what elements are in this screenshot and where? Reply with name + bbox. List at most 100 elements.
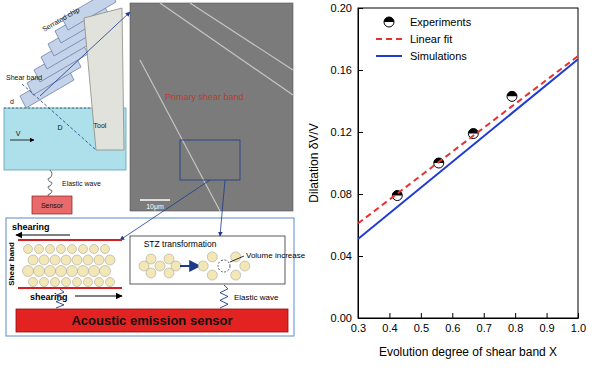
shearing-arrow [75, 295, 122, 296]
mechanism-frame [6, 218, 294, 336]
atom [78, 266, 89, 277]
tick-label: 0.4 [382, 322, 397, 334]
atom [62, 278, 71, 287]
atom [79, 245, 88, 254]
tick-mark [358, 194, 363, 195]
tick: 0.08 [331, 188, 363, 200]
micrograph-label: Primary shear band [165, 92, 244, 102]
atom [155, 261, 165, 271]
zoom-region [180, 140, 240, 180]
tick-mark [358, 318, 363, 319]
x-axis: 0.30.40.50.60.70.80.91.0 [351, 313, 586, 334]
tick-mark [358, 8, 363, 9]
x-axis-title: Evolution degree of shear band X [379, 345, 557, 359]
tick: 0.6 [445, 313, 460, 334]
legend-label: Linear fit [410, 33, 452, 45]
wave-spring [56, 289, 64, 308]
tick-label: 0.5 [414, 322, 429, 334]
plot-marks [358, 56, 578, 239]
atom [90, 245, 99, 254]
atom [40, 278, 49, 287]
band-edge [18, 239, 122, 241]
connector [220, 180, 225, 236]
scale-bar [140, 199, 170, 201]
scale-bar-label: 10μm [146, 203, 164, 211]
band-edge [18, 287, 122, 289]
atom [198, 261, 208, 271]
tick-mark [547, 313, 548, 318]
tick-mark [421, 313, 422, 318]
tick-label: 0.7 [477, 322, 492, 334]
tick: 0.16 [331, 64, 363, 76]
atom [34, 266, 45, 277]
atom [207, 252, 217, 262]
legend-label: Experiments [410, 16, 472, 28]
atom [73, 278, 82, 287]
figure: Serrated chip Shear band Tool d V D Elastic wa… [0, 0, 600, 372]
marker-body [507, 91, 517, 101]
atom [72, 255, 82, 265]
micrograph-feature [140, 60, 220, 211]
atom [29, 278, 38, 287]
micrograph-image [130, 3, 293, 211]
tick-label: 0.16 [331, 64, 352, 76]
schematic: Serrated chip Shear band Tool d V D Elastic wa… [4, 0, 126, 214]
volume-arrow [230, 256, 244, 262]
series-line [358, 56, 578, 223]
schematic-label: Serrated chip [41, 6, 81, 34]
schematic-label: V [16, 130, 21, 137]
micrograph: Primary shear band 10μm [130, 3, 293, 211]
atom [45, 266, 56, 277]
chart: 0.30.40.50.60.70.80.91.00.000.040.080.12… [307, 2, 586, 359]
shearing-label: shearing [12, 222, 50, 232]
y-axis-line [358, 9, 359, 319]
tick-label: 1.0 [571, 322, 586, 334]
schematic-label: Elastic wave [62, 180, 101, 187]
atom [46, 245, 55, 254]
marker-half [384, 17, 394, 22]
atom [39, 255, 49, 265]
atom [207, 270, 217, 280]
y-axis-title: Dilatation δV/V [307, 123, 321, 202]
atom [28, 255, 38, 265]
data-point [507, 91, 517, 101]
tick-mark [358, 132, 363, 133]
connector [120, 180, 210, 240]
marker-body [384, 17, 394, 27]
plot-frame [358, 8, 578, 318]
atom [231, 270, 241, 280]
atom [100, 266, 111, 277]
schematic-label: Shear band [6, 74, 42, 81]
free-volume [218, 260, 230, 272]
atom [95, 278, 104, 287]
tick-mark [358, 70, 363, 71]
sensor-box [32, 196, 72, 214]
tick-label: 0.6 [445, 322, 460, 334]
marker-half [507, 91, 517, 96]
wave-spring [220, 285, 228, 308]
tick: 0.5 [414, 313, 429, 334]
schematic-label: d [10, 98, 14, 105]
atom [23, 266, 34, 277]
atom [57, 245, 66, 254]
atom [56, 266, 67, 277]
schematic-label: Sensor [41, 202, 64, 209]
legend-swatch [376, 55, 402, 57]
schematic-label: Tool [94, 122, 107, 129]
tick-label: 0.20 [331, 2, 352, 14]
marker-body [468, 129, 478, 139]
atom [35, 245, 44, 254]
legend-swatch [376, 38, 402, 40]
atom [84, 278, 93, 287]
series-line [358, 59, 578, 239]
tick: 0.8 [508, 313, 523, 334]
depth-line [4, 108, 90, 109]
atom [105, 255, 115, 265]
schematic-label: D [57, 124, 62, 131]
data-point [468, 129, 478, 139]
tick-label: 0.8 [508, 322, 523, 334]
transform-arrow [180, 265, 200, 267]
tick: 1.0 [571, 313, 586, 334]
stz-box [130, 236, 285, 284]
tick: 0.7 [477, 313, 492, 334]
